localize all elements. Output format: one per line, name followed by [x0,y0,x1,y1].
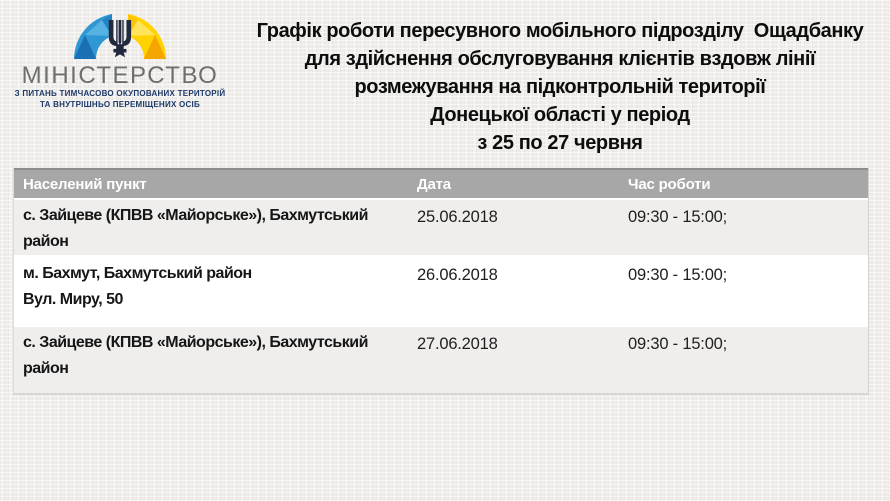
title-line-2: для здійснення обслуговування клієнтів в… [304,48,816,70]
date-cell: 27.06.2018 [417,335,498,353]
ministry-name: МІНІСТЕРСТВО [21,62,219,89]
ministry-logo: МІНІСТЕРСТВО З ПИТАНЬ ТИМЧАСОВО ОКУПОВАН… [8,6,232,110]
date-cell: 26.06.2018 [417,266,498,284]
schedule-table: Населений пункт Дата Час роботи с. Зайце… [13,168,869,395]
settlement-cell: м. Бахмут, Бахмутський район Вул. Миру, … [23,265,252,308]
title-line-3: розмежування на підконтрольній території [354,76,766,98]
date-cell: 25.06.2018 [417,208,498,226]
settlement-cell: с. Зайцеве (КПВВ «Майорське»), Бахмутськ… [23,334,368,377]
table-header-row: Населений пункт Дата Час роботи [14,168,868,198]
slide-title: Графік роботи пересувного мобільного під… [236,17,884,157]
header-date: Дата [417,175,451,193]
working-hours-cell: 09:30 - 15:00; [628,335,728,353]
title-line-1: Графік роботи пересувного мобільного під… [256,20,864,42]
table-row: м. Бахмут, Бахмутський район Вул. Миру, … [14,258,868,324]
header-settlement: Населений пункт [23,175,147,193]
table-row: с. Зайцеве (КПВВ «Майорське»), Бахмутськ… [14,327,868,393]
working-hours-cell: 09:30 - 15:00; [628,266,728,284]
ministry-subtitle-line2: ТА ВНУТРІШНЬО ПЕРЕМІЩЕНИХ ОСІБ [40,99,200,109]
working-hours-cell: 09:30 - 15:00; [628,208,728,226]
ministry-arch-trident-icon [74,14,166,59]
ministry-subtitle-line1: З ПИТАНЬ ТИМЧАСОВО ОКУПОВАНИХ ТЕРИТОРІЙ [14,89,226,98]
title-line-4: Донецької області у період [430,104,690,126]
title-line-5: з 25 по 27 червня [477,132,643,154]
table-row: с. Зайцеве (КПВВ «Майорське»), Бахмутськ… [14,200,868,255]
settlement-cell: с. Зайцеве (КПВВ «Майорське»), Бахмутськ… [23,207,368,250]
header-hours: Час роботи [628,175,711,193]
